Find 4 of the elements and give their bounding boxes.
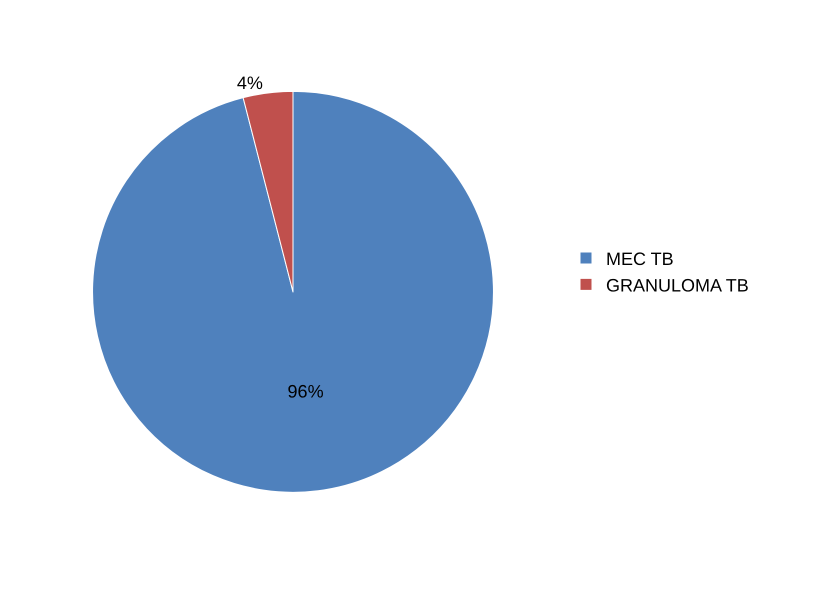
legend-label: GRANULOMA TB	[606, 275, 749, 296]
legend-label: MEC TB	[606, 249, 674, 270]
data-label: 96%	[288, 381, 324, 402]
data-label: 4%	[236, 73, 263, 94]
